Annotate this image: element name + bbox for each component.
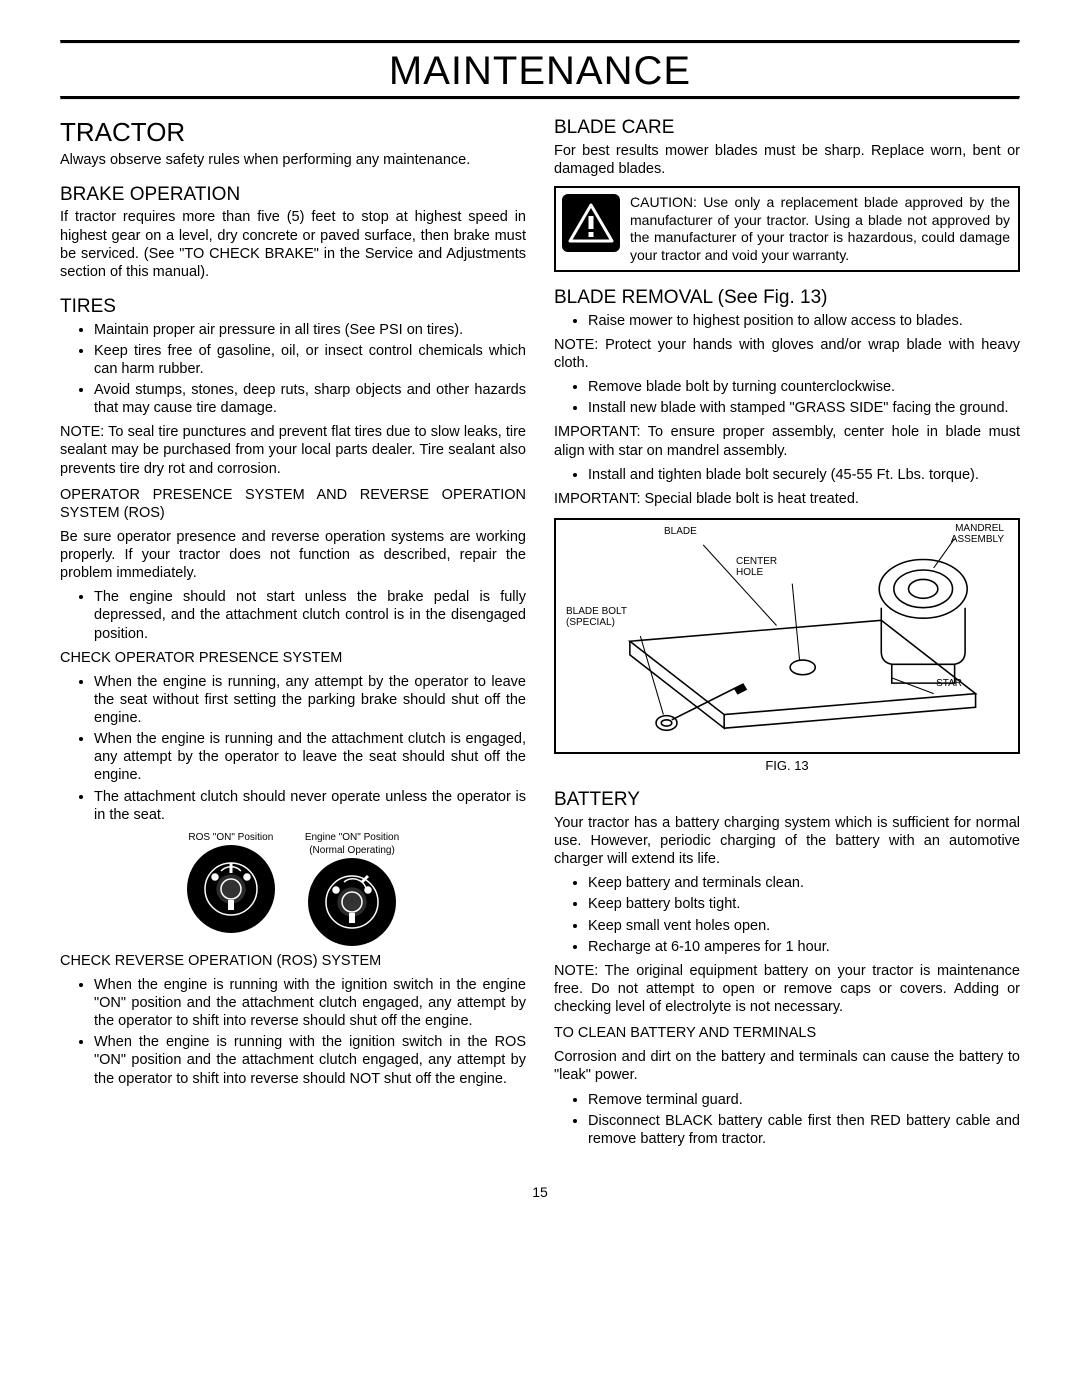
- ops-intro: Be sure operator presence and reverse op…: [60, 528, 526, 582]
- diagram-label-blade: BLADE: [664, 526, 697, 537]
- list-item: When the engine is running, any attempt …: [94, 673, 526, 727]
- list-item: Disconnect BLACK battery cable first the…: [588, 1112, 1020, 1148]
- blade-removal-note1: NOTE: Protect your hands with gloves and…: [554, 336, 1020, 372]
- figure-caption: FIG. 13: [554, 758, 1020, 774]
- caution-box: CAUTION: Use only a replacement blade ap…: [554, 186, 1020, 272]
- tires-heading: TIRES: [60, 295, 526, 319]
- list-item: Keep small vent holes open.: [588, 917, 1020, 935]
- content-columns: TRACTOR Always observe safety rules when…: [60, 106, 1020, 1154]
- battery-clean-text: Corrosion and dirt on the battery and te…: [554, 1048, 1020, 1084]
- list-item: Remove blade bolt by turning countercloc…: [588, 378, 1020, 396]
- blade-removal-list1: Raise mower to highest position to allow…: [554, 312, 1020, 330]
- tractor-intro: Always observe safety rules when perform…: [60, 151, 526, 169]
- blade-care-text: For best results mower blades must be sh…: [554, 142, 1020, 178]
- diagram-label-mandrel: MANDRELASSEMBLY: [951, 523, 1004, 545]
- blade-removal-list3: Install and tighten blade bolt securely …: [554, 466, 1020, 484]
- knob-icon: [308, 858, 396, 946]
- caution-text: CAUTION: Use only a replacement blade ap…: [630, 194, 1010, 264]
- list-item: When the engine is running and the attac…: [94, 730, 526, 784]
- tires-list: Maintain proper air pressure in all tire…: [60, 321, 526, 418]
- list-item: Raise mower to highest position to allow…: [588, 312, 1020, 330]
- tires-note: NOTE: To seal tire punctures and prevent…: [60, 423, 526, 477]
- battery-intro: Your tractor has a battery charging syst…: [554, 814, 1020, 868]
- knob-engine: Engine "ON" Position (Normal Operating): [305, 832, 399, 946]
- list-item: Maintain proper air pressure in all tire…: [94, 321, 526, 339]
- warning-icon: [562, 194, 620, 252]
- diagram-label-bolt: BLADE BOLT(SPECIAL): [566, 606, 627, 628]
- ops-list-1: The engine should not start unless the b…: [60, 588, 526, 642]
- battery-clean-list: Remove terminal guard. Disconnect BLACK …: [554, 1091, 1020, 1148]
- list-item: The attachment clutch should never opera…: [94, 788, 526, 824]
- page-title: MAINTENANCE: [60, 46, 1020, 96]
- list-item: Keep tires free of gasoline, oil, or ins…: [94, 342, 526, 378]
- brake-text: If tractor requires more than five (5) f…: [60, 208, 526, 281]
- blade-diagram: BLADE MANDRELASSEMBLY CENTERHOLE BLADE B…: [554, 518, 1020, 754]
- check-presence-heading: CHECK OPERATOR PRESENCE SYSTEM: [60, 649, 526, 667]
- top-rule: [60, 40, 1020, 44]
- knob-ros: ROS "ON" Position: [187, 832, 275, 946]
- battery-heading: BATTERY: [554, 788, 1020, 812]
- list-item: Avoid stumps, stones, deep ruts, sharp o…: [94, 381, 526, 417]
- tractor-heading: TRACTOR: [60, 116, 526, 149]
- knob-engine-label1: Engine "ON" Position: [305, 832, 399, 843]
- list-item: Remove terminal guard.: [588, 1091, 1020, 1109]
- knob-ros-label: ROS "ON" Position: [187, 832, 275, 843]
- diagram-label-star: STAR: [936, 678, 962, 689]
- battery-note: NOTE: The original equipment battery on …: [554, 962, 1020, 1016]
- presence-list: When the engine is running, any attempt …: [60, 673, 526, 824]
- list-item: Keep battery and terminals clean.: [588, 874, 1020, 892]
- ros-list: When the engine is running with the igni…: [60, 976, 526, 1088]
- knob-icon: [187, 845, 275, 933]
- knob-engine-label2: (Normal Operating): [305, 845, 399, 856]
- diagram-label-center: CENTERHOLE: [736, 556, 777, 578]
- blade-diagram-svg: [562, 526, 1012, 746]
- check-ros-heading: CHECK REVERSE OPERATION (ROS) SYSTEM: [60, 952, 526, 970]
- list-item: When the engine is running with the igni…: [94, 976, 526, 1030]
- blade-care-heading: BLADE CARE: [554, 116, 1020, 140]
- mid-rule: [60, 96, 1020, 100]
- page-number: 15: [60, 1184, 1020, 1202]
- list-item: The engine should not start unless the b…: [94, 588, 526, 642]
- list-item: Keep battery bolts tight.: [588, 895, 1020, 913]
- knob-diagram: ROS "ON" Position: [60, 832, 526, 946]
- list-item: Recharge at 6-10 amperes for 1 hour.: [588, 938, 1020, 956]
- blade-removal-important1: IMPORTANT: To ensure proper assembly, ce…: [554, 423, 1020, 459]
- list-item: Install new blade with stamped "GRASS SI…: [588, 399, 1020, 417]
- blade-removal-heading: BLADE REMOVAL (See Fig. 13): [554, 286, 1020, 310]
- brake-heading: BRAKE OPERATION: [60, 183, 526, 207]
- blade-removal-important2: IMPORTANT: Special blade bolt is heat tr…: [554, 490, 1020, 508]
- blade-removal-list2: Remove blade bolt by turning countercloc…: [554, 378, 1020, 417]
- left-column: TRACTOR Always observe safety rules when…: [60, 106, 526, 1154]
- battery-list: Keep battery and terminals clean. Keep b…: [554, 874, 1020, 956]
- list-item: Install and tighten blade bolt securely …: [588, 466, 1020, 484]
- ops-heading: OPERATOR PRESENCE SYSTEM AND REVERSE OPE…: [60, 486, 526, 522]
- right-column: BLADE CARE For best results mower blades…: [554, 106, 1020, 1154]
- list-item: When the engine is running with the igni…: [94, 1033, 526, 1087]
- battery-clean-heading: TO CLEAN BATTERY AND TERMINALS: [554, 1024, 1020, 1042]
